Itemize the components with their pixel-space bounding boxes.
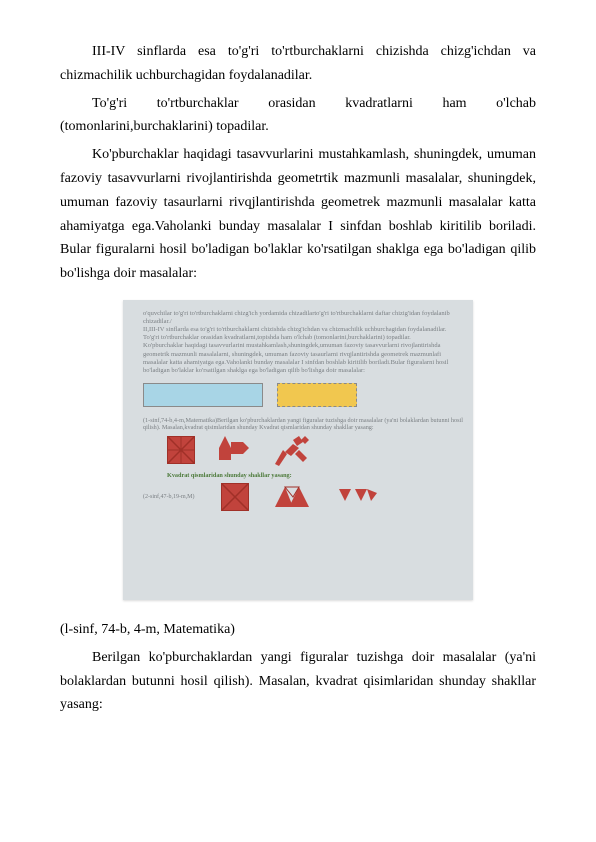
figure-container: o'quvchilar to'g'ri to'rtburchaklarni ch…	[60, 300, 536, 600]
shapes-row-1	[123, 434, 473, 468]
yellow-rectangle	[277, 383, 357, 407]
rectangles-row	[123, 379, 473, 413]
x-square-icon-2	[221, 483, 249, 511]
x-square-icon	[167, 436, 195, 464]
blue-rectangle	[143, 383, 263, 407]
paragraph-1: III-IV sinflarda esa to'g'ri to'rtburcha…	[60, 40, 536, 88]
puzzle-shape-icon	[215, 436, 249, 464]
embedded-figure: o'quvchilar to'g'ri to'rtburchaklarni ch…	[123, 300, 473, 600]
figure-caption-2: Kvadrat qismlaridan shunday shakllar yas…	[123, 468, 473, 481]
figure-text-block: o'quvchilar to'g'ri to'rtburchaklarni ch…	[123, 300, 473, 379]
paragraph-2: To'g'ri to'rtburchaklar orasidan kvadrat…	[60, 92, 536, 140]
triangles-icon	[275, 483, 311, 511]
paragraph-5: Berilgan ko'pburchaklardan yangi figural…	[60, 646, 536, 717]
paragraph-4: (l-sinf, 74-b, 4-m, Matematika)	[60, 618, 536, 642]
runner-shape-icon	[269, 436, 309, 464]
figure-caption-1: (1-sinf,74-b,4-m,Matematika)Berilgan ko'…	[123, 413, 473, 434]
figure-caption-3: (2-sinf,47-b,19-m,M)	[143, 494, 195, 500]
page: III-IV sinflarda esa to'g'ri to'rtburcha…	[0, 0, 596, 761]
shapes-row-2: (2-sinf,47-b,19-m,M)	[123, 481, 473, 515]
paragraph-3: Ko'pburchaklar haqidagi tasavvurlarini m…	[60, 143, 536, 286]
trapezoid-icon	[337, 483, 377, 511]
